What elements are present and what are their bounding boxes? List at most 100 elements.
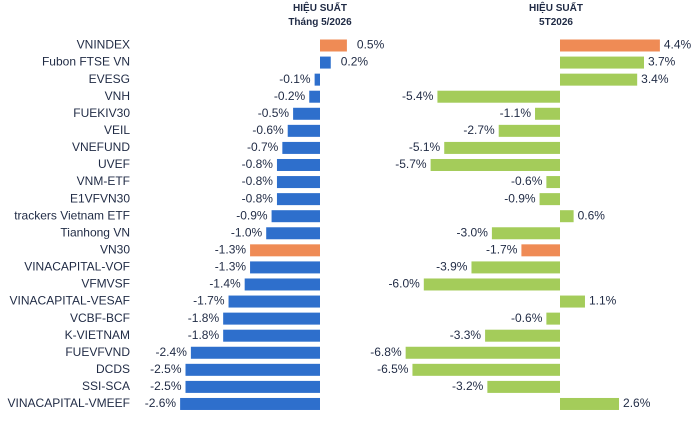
ytd-bar [405, 346, 560, 359]
month-bar [180, 397, 320, 410]
ytd-value-label: -3.2% [452, 379, 484, 393]
ytd-bar [535, 107, 560, 120]
category-label: VFMVSF [81, 277, 130, 291]
month-bar [185, 380, 320, 393]
category-label: VINACAPITAL-VMEEF [8, 396, 130, 410]
month-bar [282, 141, 320, 154]
category-label: Tianhong VN [60, 225, 130, 239]
month-value-label: -0.2% [274, 89, 306, 103]
month-bar [314, 73, 320, 86]
category-label: VCBF-BCF [70, 311, 130, 325]
ytd-bar [560, 56, 644, 69]
ytd-value-label: -1.7% [486, 243, 518, 257]
ytd-bar [498, 124, 560, 137]
ytd-bar [491, 227, 560, 240]
month-value-label: -0.7% [247, 140, 279, 154]
month-value-label: -0.6% [252, 123, 284, 137]
ytd-bar [560, 39, 660, 52]
left-header-line2: Tháng 5/2026 [288, 17, 352, 28]
category-label: VINACAPITAL-VESAF [10, 294, 130, 308]
month-value-label: -0.1% [279, 72, 311, 86]
ytd-bar [560, 210, 574, 223]
left-header-line1: HIỆU SUẤT [293, 3, 347, 14]
left-panel-header: HIỆU SUẤT Tháng 5/2026 [240, 2, 400, 30]
ytd-bar [560, 73, 638, 86]
right-panel-header: HIỆU SUẤT 5T2026 [476, 2, 636, 30]
ytd-value-label: -3.3% [450, 328, 482, 342]
ytd-value-label: -0.6% [511, 311, 543, 325]
ytd-bar [412, 363, 560, 376]
month-value-label: -1.3% [215, 260, 247, 274]
category-label: VN30 [100, 243, 130, 257]
month-value-label: -0.5% [258, 106, 290, 120]
month-value-label: -0.8% [242, 191, 274, 205]
month-bar [271, 210, 320, 223]
category-label: Fubon FTSE VN [42, 55, 130, 69]
category-label: VNINDEX [77, 38, 130, 52]
month-value-label: -1.3% [215, 243, 247, 257]
ytd-bar [437, 90, 560, 103]
ytd-bar [430, 158, 560, 171]
ytd-value-label: -5.1% [409, 140, 441, 154]
month-bar [250, 261, 320, 274]
ytd-value-label: -2.7% [463, 123, 495, 137]
ytd-value-label: 0.6% [578, 208, 606, 222]
category-label: VINACAPITAL-VOF [24, 260, 130, 274]
month-value-label: -1.0% [231, 225, 263, 239]
month-bar [320, 56, 331, 69]
month-bar [223, 312, 320, 325]
right-header-line1: HIỆU SUẤT [529, 3, 583, 14]
month-bar [244, 278, 320, 291]
ytd-bar [546, 176, 560, 189]
month-value-label: -1.8% [188, 311, 220, 325]
category-label: UVEF [98, 157, 130, 171]
month-bar [190, 346, 320, 359]
ytd-bar [521, 244, 560, 257]
month-bar [309, 90, 320, 103]
ytd-value-label: -0.9% [504, 191, 536, 205]
ytd-bar [487, 380, 560, 393]
month-bar [228, 295, 320, 308]
ytd-value-label: 1.1% [589, 294, 617, 308]
ytd-value-label: -0.6% [511, 174, 543, 188]
month-value-label: 0.2% [341, 55, 369, 69]
month-value-label: -2.6% [145, 396, 177, 410]
ytd-bar [444, 141, 560, 154]
ytd-value-label: -3.0% [457, 225, 489, 239]
ytd-bar [560, 397, 620, 410]
ytd-value-label: -5.7% [395, 157, 427, 171]
ytd-bar [539, 193, 560, 206]
ytd-value-label: 4.4% [664, 38, 692, 52]
ytd-value-label: 2.6% [623, 396, 651, 410]
ytd-bar [471, 261, 560, 274]
month-bar [276, 176, 320, 189]
month-bar [266, 227, 320, 240]
ytd-value-label: -6.0% [388, 277, 420, 291]
month-value-label: -1.7% [193, 294, 225, 308]
ytd-bar [423, 278, 560, 291]
ytd-bar [546, 312, 560, 325]
month-bar [276, 193, 320, 206]
month-bar [185, 363, 320, 376]
month-value-label: -2.5% [150, 362, 182, 376]
right-header-line2: 5T2026 [539, 17, 573, 28]
ytd-value-label: -3.9% [436, 260, 468, 274]
month-bar [276, 158, 320, 171]
category-label: VNH [105, 89, 130, 103]
month-bar [250, 244, 320, 257]
month-value-label: -0.9% [236, 208, 268, 222]
category-label: FUEVFVND [65, 345, 130, 359]
month-value-label: -1.8% [188, 328, 220, 342]
ytd-bar [560, 295, 585, 308]
category-label: FUEKIV30 [73, 106, 130, 120]
category-label: EVESG [89, 72, 130, 86]
ytd-value-label: 3.4% [641, 72, 669, 86]
ytd-value-label: 3.7% [648, 55, 676, 69]
category-label: DCDS [96, 362, 130, 376]
month-value-label: -0.8% [242, 157, 274, 171]
category-label: VNEFUND [72, 140, 130, 154]
category-label: SSI-SCA [82, 379, 130, 393]
month-value-label: 0.5% [357, 38, 385, 52]
ytd-value-label: -6.5% [377, 362, 409, 376]
